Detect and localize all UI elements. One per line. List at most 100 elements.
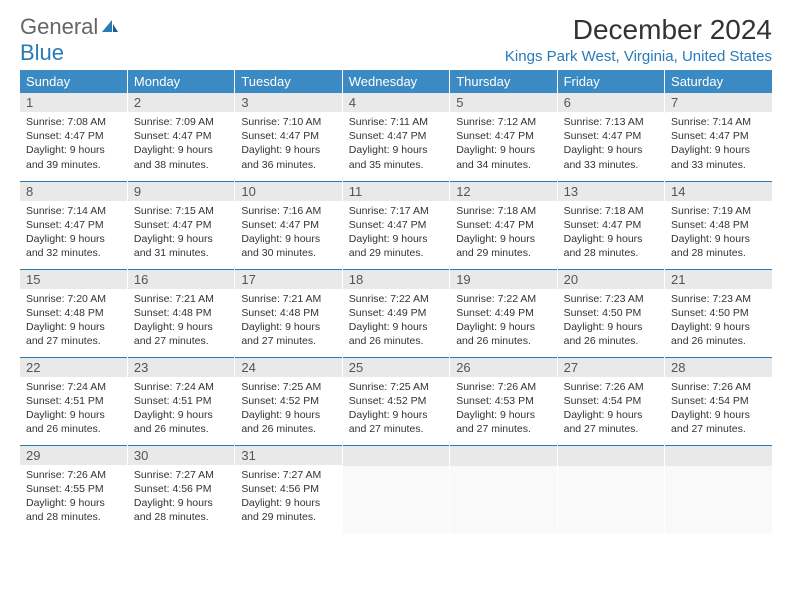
day-content: Sunrise: 7:25 AMSunset: 4:52 PMDaylight:… xyxy=(235,377,341,440)
sunset-line: Sunset: 4:47 PM xyxy=(456,129,550,143)
sunrise-line: Sunrise: 7:20 AM xyxy=(26,292,121,306)
day-content: Sunrise: 7:23 AMSunset: 4:50 PMDaylight:… xyxy=(558,289,664,352)
day-number: 20 xyxy=(558,270,664,289)
sunset-line: Sunset: 4:54 PM xyxy=(671,394,766,408)
weekday-header: Monday xyxy=(127,70,234,93)
sunset-line: Sunset: 4:50 PM xyxy=(564,306,658,320)
sunset-line: Sunset: 4:47 PM xyxy=(26,218,121,232)
daylight-line: Daylight: 9 hours and 27 minutes. xyxy=(134,320,228,348)
sunrise-line: Sunrise: 7:23 AM xyxy=(564,292,658,306)
day-cell: 21Sunrise: 7:23 AMSunset: 4:50 PMDayligh… xyxy=(665,269,772,357)
sunrise-line: Sunrise: 7:27 AM xyxy=(241,468,335,482)
sunset-line: Sunset: 4:48 PM xyxy=(134,306,228,320)
sunset-line: Sunset: 4:47 PM xyxy=(456,218,550,232)
sunset-line: Sunset: 4:53 PM xyxy=(456,394,550,408)
daylight-line: Daylight: 9 hours and 33 minutes. xyxy=(564,143,658,171)
daylight-line: Daylight: 9 hours and 38 minutes. xyxy=(134,143,228,171)
calendar-table: SundayMondayTuesdayWednesdayThursdayFrid… xyxy=(20,70,772,533)
day-content: Sunrise: 7:27 AMSunset: 4:56 PMDaylight:… xyxy=(128,465,234,528)
sunrise-line: Sunrise: 7:17 AM xyxy=(349,204,443,218)
daylight-line: Daylight: 9 hours and 39 minutes. xyxy=(26,143,121,171)
sunset-line: Sunset: 4:49 PM xyxy=(456,306,550,320)
day-number: 9 xyxy=(128,182,234,201)
day-content: Sunrise: 7:18 AMSunset: 4:47 PMDaylight:… xyxy=(450,201,556,264)
sunrise-line: Sunrise: 7:21 AM xyxy=(134,292,228,306)
daylight-line: Daylight: 9 hours and 34 minutes. xyxy=(456,143,550,171)
day-content: Sunrise: 7:22 AMSunset: 4:49 PMDaylight:… xyxy=(343,289,449,352)
day-number: 3 xyxy=(235,93,341,112)
daylight-line: Daylight: 9 hours and 30 minutes. xyxy=(241,232,335,260)
day-content: Sunrise: 7:22 AMSunset: 4:49 PMDaylight:… xyxy=(450,289,556,352)
sunrise-line: Sunrise: 7:26 AM xyxy=(26,468,121,482)
day-cell: 11Sunrise: 7:17 AMSunset: 4:47 PMDayligh… xyxy=(342,181,449,269)
sunset-line: Sunset: 4:47 PM xyxy=(241,218,335,232)
day-number: 8 xyxy=(20,182,127,201)
sunset-line: Sunset: 4:48 PM xyxy=(26,306,121,320)
sunrise-line: Sunrise: 7:18 AM xyxy=(456,204,550,218)
day-cell: 7Sunrise: 7:14 AMSunset: 4:47 PMDaylight… xyxy=(665,93,772,181)
day-number: 21 xyxy=(665,270,772,289)
day-number: 17 xyxy=(235,270,341,289)
day-content: Sunrise: 7:26 AMSunset: 4:54 PMDaylight:… xyxy=(665,377,772,440)
day-content: Sunrise: 7:26 AMSunset: 4:54 PMDaylight:… xyxy=(558,377,664,440)
day-content: Sunrise: 7:09 AMSunset: 4:47 PMDaylight:… xyxy=(128,112,234,175)
sunrise-line: Sunrise: 7:14 AM xyxy=(26,204,121,218)
daylight-line: Daylight: 9 hours and 27 minutes. xyxy=(241,320,335,348)
empty-day-cell xyxy=(557,445,664,533)
daylight-line: Daylight: 9 hours and 26 minutes. xyxy=(26,408,121,436)
sunrise-line: Sunrise: 7:27 AM xyxy=(134,468,228,482)
day-number: 23 xyxy=(128,358,234,377)
day-number: 7 xyxy=(665,93,772,112)
weekday-header: Friday xyxy=(557,70,664,93)
weekday-header: Sunday xyxy=(20,70,127,93)
daylight-line: Daylight: 9 hours and 28 minutes. xyxy=(564,232,658,260)
daylight-line: Daylight: 9 hours and 29 minutes. xyxy=(241,496,335,524)
day-number: 15 xyxy=(20,270,127,289)
sunset-line: Sunset: 4:52 PM xyxy=(349,394,443,408)
daylight-line: Daylight: 9 hours and 26 minutes. xyxy=(241,408,335,436)
day-cell: 10Sunrise: 7:16 AMSunset: 4:47 PMDayligh… xyxy=(235,181,342,269)
day-content: Sunrise: 7:24 AMSunset: 4:51 PMDaylight:… xyxy=(20,377,127,440)
day-cell: 23Sunrise: 7:24 AMSunset: 4:51 PMDayligh… xyxy=(127,357,234,445)
logo: General Blue xyxy=(20,14,120,66)
weekday-header: Tuesday xyxy=(235,70,342,93)
sunset-line: Sunset: 4:48 PM xyxy=(671,218,766,232)
daylight-line: Daylight: 9 hours and 32 minutes. xyxy=(26,232,121,260)
day-content: Sunrise: 7:25 AMSunset: 4:52 PMDaylight:… xyxy=(343,377,449,440)
sunrise-line: Sunrise: 7:25 AM xyxy=(241,380,335,394)
day-number: 5 xyxy=(450,93,556,112)
day-number: 29 xyxy=(20,446,127,465)
daylight-line: Daylight: 9 hours and 26 minutes. xyxy=(564,320,658,348)
sunset-line: Sunset: 4:47 PM xyxy=(564,218,658,232)
day-number: 24 xyxy=(235,358,341,377)
sunset-line: Sunset: 4:54 PM xyxy=(564,394,658,408)
day-number: 22 xyxy=(20,358,127,377)
day-cell: 28Sunrise: 7:26 AMSunset: 4:54 PMDayligh… xyxy=(665,357,772,445)
day-number: 16 xyxy=(128,270,234,289)
sunrise-line: Sunrise: 7:15 AM xyxy=(134,204,228,218)
day-content: Sunrise: 7:14 AMSunset: 4:47 PMDaylight:… xyxy=(20,201,127,264)
day-cell: 2Sunrise: 7:09 AMSunset: 4:47 PMDaylight… xyxy=(127,93,234,181)
daylight-line: Daylight: 9 hours and 33 minutes. xyxy=(671,143,766,171)
sunset-line: Sunset: 4:56 PM xyxy=(241,482,335,496)
calendar-body: 1Sunrise: 7:08 AMSunset: 4:47 PMDaylight… xyxy=(20,93,772,533)
sunset-line: Sunset: 4:47 PM xyxy=(349,129,443,143)
daylight-line: Daylight: 9 hours and 29 minutes. xyxy=(456,232,550,260)
weekday-header: Saturday xyxy=(665,70,772,93)
day-number: 31 xyxy=(235,446,341,465)
sunset-line: Sunset: 4:47 PM xyxy=(564,129,658,143)
day-content: Sunrise: 7:16 AMSunset: 4:47 PMDaylight:… xyxy=(235,201,341,264)
sunrise-line: Sunrise: 7:08 AM xyxy=(26,115,121,129)
logo-sail-icon xyxy=(100,14,120,40)
day-cell: 13Sunrise: 7:18 AMSunset: 4:47 PMDayligh… xyxy=(557,181,664,269)
day-number: 28 xyxy=(665,358,772,377)
sunrise-line: Sunrise: 7:09 AM xyxy=(134,115,228,129)
day-content: Sunrise: 7:20 AMSunset: 4:48 PMDaylight:… xyxy=(20,289,127,352)
daylight-line: Daylight: 9 hours and 26 minutes. xyxy=(134,408,228,436)
sunrise-line: Sunrise: 7:10 AM xyxy=(241,115,335,129)
day-cell: 8Sunrise: 7:14 AMSunset: 4:47 PMDaylight… xyxy=(20,181,127,269)
day-content: Sunrise: 7:12 AMSunset: 4:47 PMDaylight:… xyxy=(450,112,556,175)
daylight-line: Daylight: 9 hours and 28 minutes. xyxy=(134,496,228,524)
sunrise-line: Sunrise: 7:24 AM xyxy=(26,380,121,394)
day-content: Sunrise: 7:13 AMSunset: 4:47 PMDaylight:… xyxy=(558,112,664,175)
